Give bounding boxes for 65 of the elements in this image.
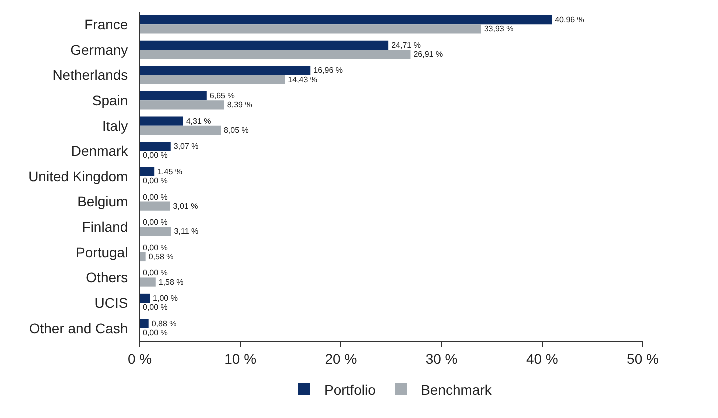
- y-tick-label: Spain: [92, 92, 128, 108]
- bar: [140, 167, 155, 176]
- x-tick-label: 30 %: [426, 350, 458, 367]
- bar: [140, 24, 482, 34]
- data-label: 0,00 %: [143, 218, 168, 228]
- y-tick-label: United Kingdom: [28, 168, 128, 184]
- y-tick-label: Others: [86, 270, 128, 286]
- x-tick-label: 0 %: [128, 350, 152, 367]
- bar: [140, 227, 172, 236]
- bar: [140, 91, 207, 101]
- y-tick-label: Other and Cash: [29, 320, 128, 336]
- data-label: 0,00 %: [143, 268, 168, 278]
- data-label: 1,45 %: [158, 167, 182, 176]
- bar: [140, 75, 286, 84]
- data-label: 0,88 %: [152, 319, 177, 328]
- bar: [140, 100, 224, 110]
- data-label: 0,00 %: [143, 192, 168, 202]
- x-tick-label: 40 %: [526, 350, 558, 367]
- bar: [140, 252, 146, 262]
- data-label: 14,43 %: [288, 75, 318, 84]
- y-tick-label: Finland: [82, 219, 128, 236]
- y-tick-label: UCIS: [94, 294, 128, 311]
- y-tick-label: Germany: [70, 42, 128, 58]
- data-label: 40,96 %: [555, 16, 584, 25]
- data-label: 1,00 %: [153, 294, 178, 303]
- data-label: 6,65 %: [210, 92, 235, 101]
- bar: [140, 142, 171, 152]
- y-tick-label: Denmark: [71, 143, 130, 160]
- bar: [140, 294, 150, 304]
- data-label: 16,96 %: [314, 66, 343, 76]
- data-label: 1,58 %: [158, 278, 184, 287]
- data-label: 0,00 %: [143, 151, 168, 160]
- y-tick-label: Portugal: [76, 244, 128, 260]
- x-tick-label: 20 %: [325, 350, 358, 367]
- data-label: 0,00 %: [143, 243, 168, 252]
- data-label: 0,00 %: [143, 303, 168, 312]
- bar: [140, 50, 411, 60]
- data-label: 4,31 %: [186, 116, 212, 126]
- data-label: 0,00 %: [143, 328, 168, 338]
- data-label: 3,01 %: [173, 202, 198, 211]
- bar: [140, 202, 170, 211]
- y-tick-label: Netherlands: [52, 67, 128, 84]
- bar: [140, 319, 149, 328]
- y-tick-label: Italy: [102, 118, 128, 134]
- bar: [140, 116, 184, 126]
- data-label: 0,58 %: [148, 252, 174, 262]
- data-label: 0,00 %: [143, 176, 168, 186]
- x-tick-label: 10 %: [224, 350, 257, 367]
- data-label: 26,91 %: [414, 50, 444, 60]
- bar: [140, 16, 552, 25]
- bar: [140, 278, 156, 287]
- data-label: 3,11 %: [174, 227, 199, 236]
- legend-label: Benchmark: [421, 382, 493, 398]
- data-label: 24,71 %: [392, 40, 421, 50]
- y-tick-label: Belgium: [78, 194, 128, 210]
- bar: [140, 66, 311, 76]
- y-tick-label: France: [84, 16, 128, 33]
- data-label: 8,05 %: [224, 126, 249, 135]
- bar: [140, 126, 221, 135]
- data-label: 3,07 %: [174, 142, 199, 152]
- bar: [140, 40, 389, 50]
- legend-label: Portfolio: [324, 382, 376, 398]
- x-tick-label: 50 %: [627, 350, 659, 367]
- data-label: 33,93 %: [484, 24, 514, 34]
- data-label: 8,39 %: [227, 100, 252, 110]
